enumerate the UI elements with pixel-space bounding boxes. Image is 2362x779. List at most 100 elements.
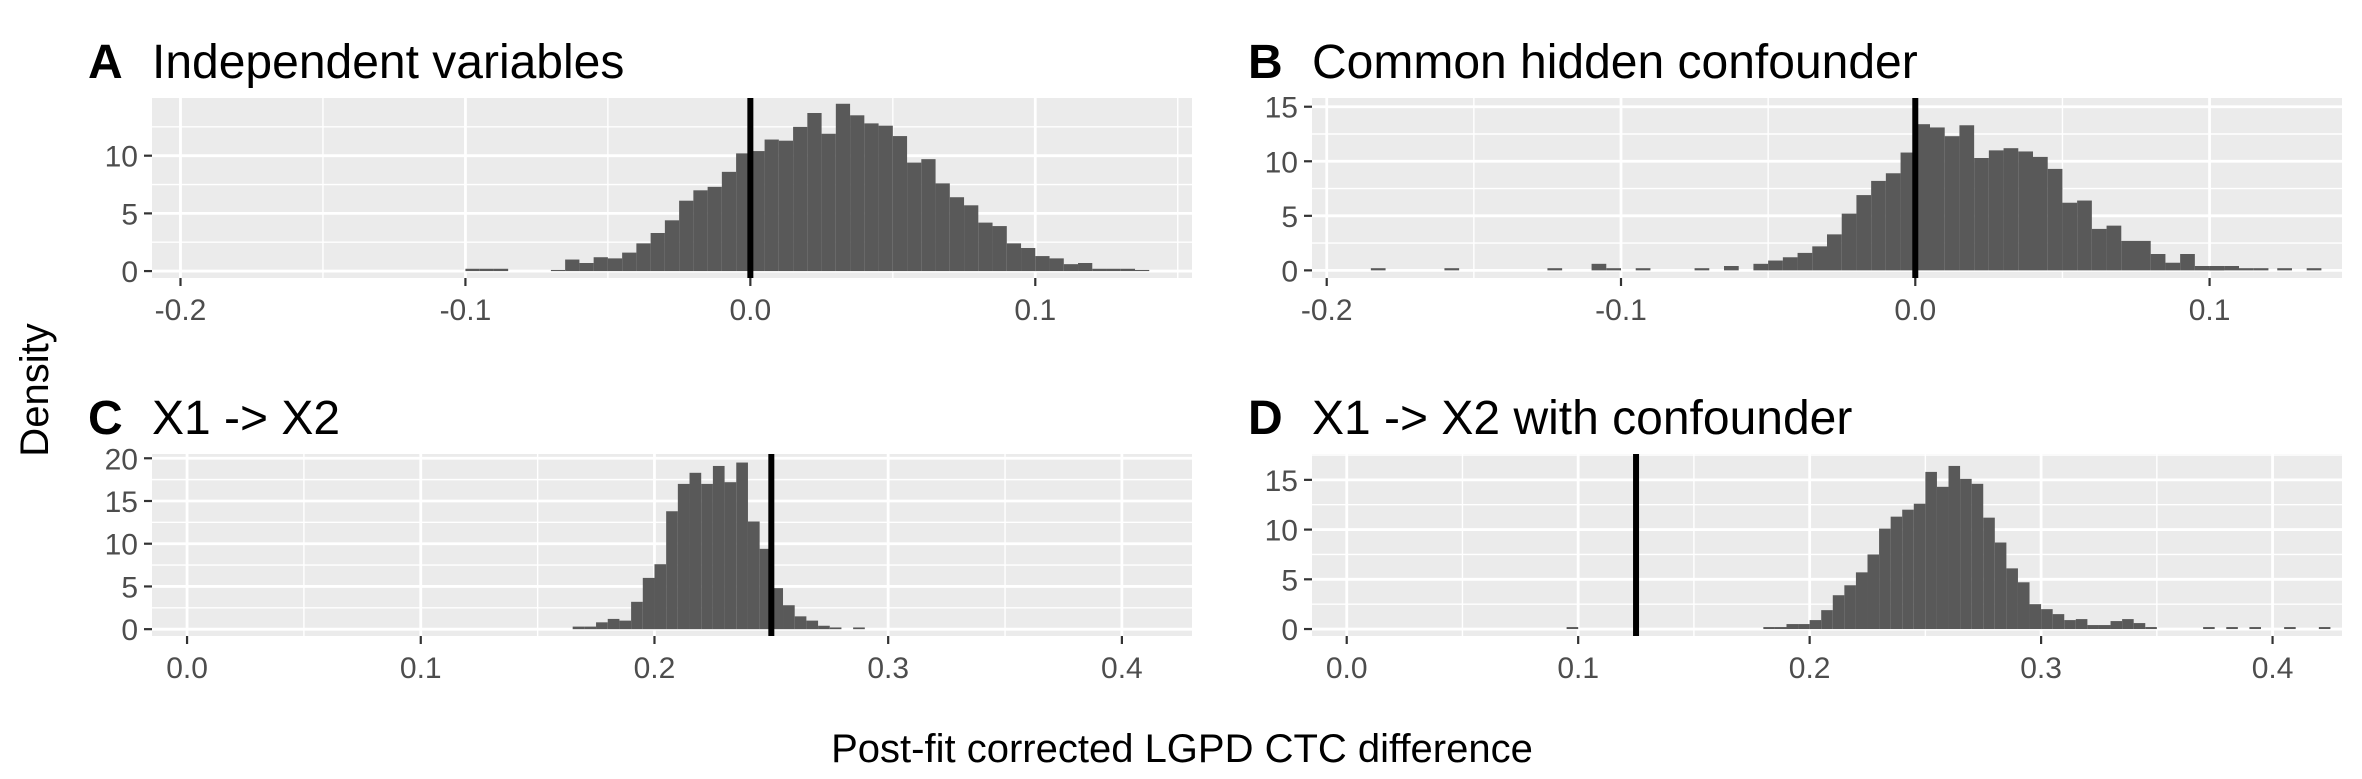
histogram-bar [636, 243, 651, 272]
histogram-bar [1135, 269, 1150, 272]
y-tick-label: 5 [121, 198, 138, 231]
x-tick-label: -0.1 [1595, 294, 1647, 327]
panel-tag: B [1248, 36, 1283, 89]
histogram-bar [1753, 263, 1769, 271]
histogram-bar [689, 472, 702, 630]
x-tick-label: 0.0 [1326, 652, 1368, 685]
x-tick-label: 0.1 [400, 652, 442, 685]
histogram-bar [1915, 124, 1930, 271]
histogram-bar [978, 222, 993, 272]
histogram-bar [892, 136, 908, 272]
histogram-bar [2239, 268, 2254, 271]
histogram-bar [1078, 263, 1093, 272]
histogram-bar [619, 620, 632, 630]
histogram-bar [1821, 610, 1833, 630]
histogram-bar [2003, 148, 2019, 271]
histogram-bar [1944, 136, 1960, 271]
histogram-bar [1983, 517, 1995, 630]
histogram-bar [1635, 268, 1651, 271]
histogram-bar [550, 269, 566, 272]
histogram-bar [707, 186, 722, 272]
y-tick-label: 10 [105, 529, 138, 562]
histogram-bar [631, 601, 643, 630]
histogram-bar [1855, 572, 1868, 630]
histogram-bar [584, 626, 597, 630]
histogram-bar [794, 616, 807, 630]
y-tick-label: 10 [1265, 146, 1298, 179]
histogram-bar [650, 233, 665, 272]
histogram-bar [2194, 266, 2210, 271]
histogram-bar [1092, 268, 1107, 272]
histogram-bar [1913, 503, 1926, 630]
y-tick-label: 0 [121, 614, 138, 647]
histogram-bar [1106, 268, 1121, 272]
panel-title: X1 -> X2 with confounder [1312, 392, 1852, 445]
histogram-bar [818, 625, 830, 630]
histogram-bar [2006, 568, 2018, 630]
panel-c: 0 5 10 15 20 0.0 0.1 0.2 0.3 0.4 C X1 -> X2 [88, 392, 1192, 685]
histogram-bar [935, 183, 950, 272]
histogram-bar [2077, 200, 2092, 271]
histogram-bar [835, 103, 851, 272]
histogram-bar [1867, 554, 1880, 630]
x-tick-label: 0.4 [2252, 652, 2294, 685]
histogram-bar [622, 252, 637, 272]
histogram-bar [677, 483, 690, 630]
histogram-bar [1930, 127, 1945, 271]
histogram-bar [1120, 268, 1136, 272]
histogram-bar [964, 205, 979, 272]
panel-b: 0 5 10 15 -0.2 -0.1 0.0 0.1 B Common hidden confo… [1248, 36, 2342, 327]
panel-title: Independent variables [152, 36, 624, 89]
histogram-bar [1890, 516, 1903, 630]
panels: 0 5 10 -0.2 -0.1 0.0 0.1 A Independent variables… [88, 36, 2342, 685]
histogram-bar [2029, 604, 2042, 630]
histogram-bar [807, 113, 822, 272]
histogram-bar [1902, 509, 1914, 630]
panel-tag: A [88, 36, 123, 89]
histogram-bar [1786, 624, 1799, 630]
y-tick-label: 20 [105, 443, 138, 476]
histogram-bar [878, 125, 893, 272]
y-tick-label: 0 [1281, 255, 1298, 288]
histogram-bar [1370, 268, 1386, 271]
histogram-bar [2041, 609, 2053, 630]
histogram-bar [764, 139, 779, 272]
x-tick-label: 0.4 [1101, 652, 1143, 685]
histogram-bar [853, 627, 865, 630]
histogram-bar [1049, 258, 1064, 272]
panel-title: Common hidden confounder [1312, 36, 1918, 89]
histogram-bar [1768, 260, 1783, 271]
histogram-bar [1988, 150, 2004, 271]
histogram-bar [654, 564, 667, 630]
histogram-bar [1994, 542, 2007, 630]
histogram-bar [2253, 268, 2269, 271]
histogram-bar [693, 190, 708, 272]
y-tick-label: 15 [1265, 465, 1298, 498]
histogram-bar [864, 123, 879, 272]
histogram-bar [642, 577, 655, 630]
histogram-bar [1925, 471, 1937, 630]
panel-tag: D [1248, 392, 1283, 445]
histogram-bar [1844, 585, 1856, 630]
y-tick-label: 15 [105, 486, 138, 519]
histogram-bar [759, 548, 772, 630]
y-tick-label: 10 [105, 141, 138, 174]
panel-title: X1 -> X2 [152, 392, 340, 445]
histogram-bar [493, 268, 509, 272]
x-tick-label: 0.1 [1014, 294, 1056, 327]
histogram-bar [2203, 627, 2215, 630]
histogram-bar [565, 259, 580, 272]
histogram-bar [1856, 195, 1872, 271]
panel-a: 0 5 10 -0.2 -0.1 0.0 0.1 A Independent variables [88, 36, 1192, 327]
histogram-bar [607, 618, 620, 630]
x-tick-label: 0.2 [634, 652, 676, 685]
x-tick-label: 0.1 [2189, 294, 2231, 327]
histogram-bar [2145, 627, 2157, 630]
histogram-bar [607, 258, 623, 272]
histogram-bar [1871, 180, 1886, 271]
histogram-bar [2180, 254, 2195, 271]
histogram-bar [2052, 614, 2065, 630]
y-tick-label: 10 [1265, 515, 1298, 548]
histogram-bar [2091, 228, 2107, 271]
histogram-bar [1809, 620, 1822, 630]
